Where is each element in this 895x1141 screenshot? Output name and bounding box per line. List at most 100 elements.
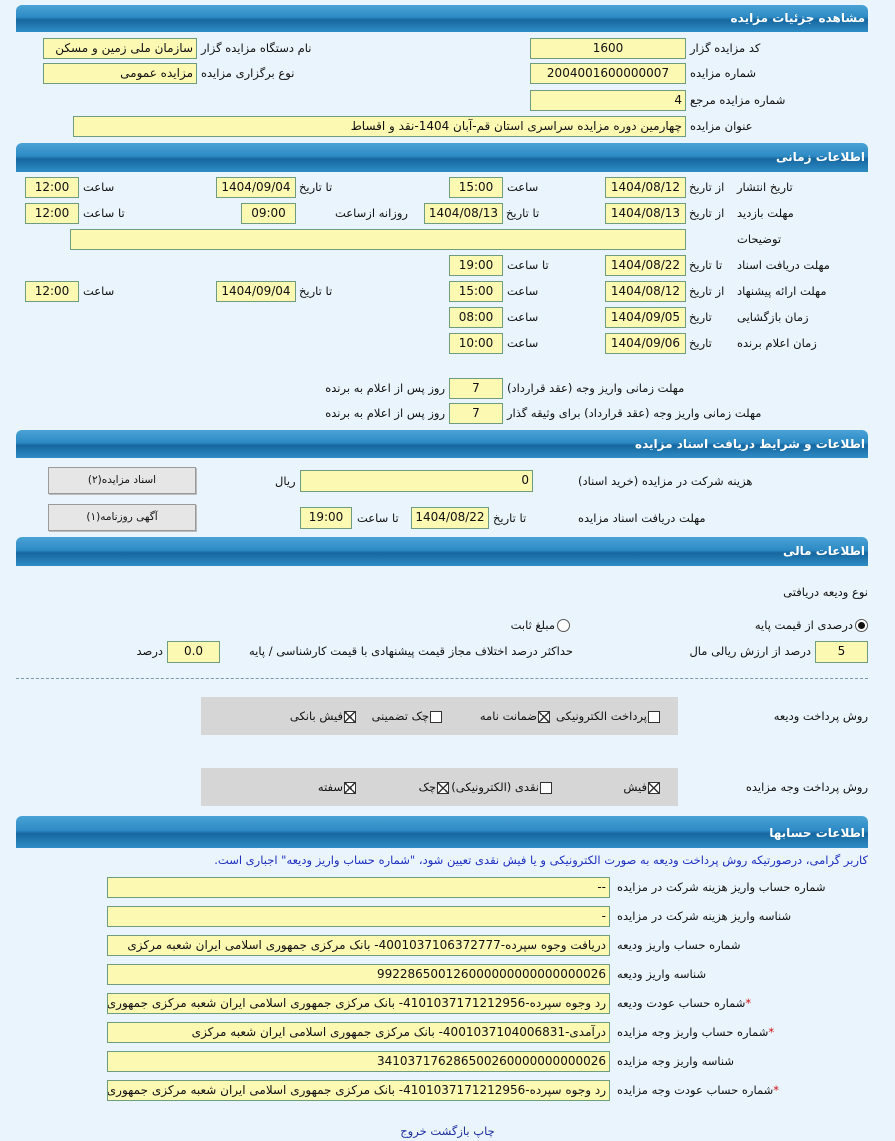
deposit-method-checkbox[interactable] — [430, 711, 442, 723]
account-field: دریافت وجوه سپرده-4001037106372777- بانک… — [107, 935, 610, 956]
account-label-text: شماره حساب عودت ودیعه — [617, 996, 746, 1010]
pay-deadline-label: مهلت زمانی واریز وجه (عقد قرارداد) — [507, 381, 685, 395]
account-label-text: شناسه واریز هزینه شرکت در مزایده — [617, 909, 792, 923]
deposit-method-label: چک تضمینی — [371, 709, 429, 723]
account-label-text: شناسه واریز ودیعه — [617, 967, 707, 981]
offer-label: مهلت ارائه پیشنهاد — [737, 284, 827, 298]
account-label: *شماره حساب عودت ودیعه — [617, 993, 751, 1013]
required-marker: * — [745, 996, 752, 1010]
payment-method-label: فیش — [623, 780, 647, 794]
publish-to-time-field: 12:00 — [25, 177, 79, 198]
account-label: شماره حساب واریز ودیعه — [617, 935, 740, 955]
payment-method-checkbox[interactable] — [344, 782, 356, 794]
deposit-percent-field: 5 — [815, 641, 868, 663]
visit-daily-from-field: 09:00 — [241, 203, 296, 224]
winner-date-field: 1404/09/06 — [605, 333, 686, 354]
deposit-method-checkbox[interactable] — [648, 711, 660, 723]
open-label: زمان بازگشایی — [737, 310, 809, 324]
currency-label: ریال — [275, 474, 296, 488]
from-date-label: از تاریخ — [689, 284, 725, 298]
percent-radio-label: درصدی از قیمت پایه — [754, 618, 853, 632]
publish-label: تاریخ انتشار — [737, 180, 793, 194]
offer-from-field: 1404/08/12 — [605, 281, 686, 302]
docs-deadline-label: مهلت دریافت اسناد — [737, 258, 830, 272]
pay-pledge-label: مهلت زمانی واریز وجه (عقد قرارداد) برای … — [507, 406, 762, 420]
pay-days-field: 7 — [449, 378, 503, 399]
days-suffix: روز پس از اعلام به برنده — [325, 406, 445, 420]
docs-to-field: 1404/08/22 — [605, 255, 686, 276]
payment-method-label: سفته — [317, 780, 343, 794]
deposit-method-checkbox[interactable] — [344, 711, 356, 723]
required-marker: * — [768, 1025, 775, 1039]
newspaper-ad-button[interactable]: آگهی روزنامه(۱) — [48, 504, 196, 531]
account-label: *شماره حساب عودت وجه مزایده — [617, 1080, 779, 1100]
payment-method-checkbox[interactable] — [540, 782, 552, 794]
account-field: 992286500126000000000000000026 — [107, 964, 610, 985]
visit-from-field: 1404/08/13 — [605, 203, 686, 224]
percent-radio[interactable] — [855, 619, 868, 632]
account-field: - — [107, 906, 610, 927]
subject-field: چهارمین دوره مزایده سراسری استان قم-آبان… — [73, 116, 686, 137]
visit-to-time-field: 12:00 — [25, 203, 79, 224]
account-label: شماره حساب واریز هزینه شرکت در مزایده — [617, 877, 825, 897]
account-field: درآمدی-4001037104006831- بانک مرکزی جمهو… — [107, 1022, 610, 1043]
deposit-method-label: پرداخت الکترونیکی — [556, 709, 647, 723]
ref-no-field: 4 — [530, 90, 686, 111]
docs-to-time-field: 19:00 — [449, 255, 503, 276]
max-diff-label: حداکثر درصد اختلاف مجاز قیمت پیشنهادی با… — [248, 644, 573, 658]
deposit-method-label: فیش بانکی — [289, 709, 343, 723]
pay-pledge-days-field: 7 — [449, 403, 503, 424]
account-label: *شماره حساب واریز وجه مزایده — [617, 1022, 774, 1042]
desc-field — [70, 229, 686, 250]
auction-docs-button[interactable]: اسناد مزایده(۲) — [48, 467, 196, 494]
publish-from-field: 1404/08/12 — [605, 177, 686, 198]
from-date-label: از تاریخ — [689, 180, 725, 194]
docs-cost-label: هزینه شرکت در مزایده (خرید اسناد) — [578, 474, 753, 488]
to-date-label: تا تاریخ — [689, 258, 723, 272]
open-time-field: 08:00 — [449, 307, 503, 328]
deposit-method-checkbox[interactable] — [538, 711, 550, 723]
account-field: 341037176286500260000000000026 — [107, 1051, 610, 1072]
print-link[interactable]: چاپ — [473, 1124, 495, 1138]
section-header-timing: اطلاعات زمانی — [16, 143, 868, 172]
time-label: ساعت — [507, 180, 539, 194]
exit-link[interactable]: خروج — [400, 1124, 427, 1138]
payment-method-label: روش پرداخت وجه مزایده — [745, 780, 868, 794]
auction-type-field: مزایده عمومی — [43, 63, 197, 84]
account-field: رد وجوه سپرده-4101037171212956- بانک مرک… — [107, 993, 610, 1014]
deposit-percent-label: درصد از ارزش ریالی مال — [689, 644, 811, 658]
required-marker: * — [773, 1083, 779, 1097]
percent-unit-label: درصد — [136, 644, 163, 658]
open-date-field: 1404/09/05 — [605, 307, 686, 328]
to-date-label: تا تاریخ — [506, 206, 540, 220]
payment-method-checkbox[interactable] — [437, 782, 449, 794]
days-suffix: روز پس از اعلام به برنده — [325, 381, 445, 395]
fixed-amount-radio[interactable] — [557, 619, 570, 632]
to-time-label: تا ساعت — [357, 511, 399, 525]
payment-method-checkbox[interactable] — [648, 782, 660, 794]
time-label: ساعت — [83, 180, 115, 194]
time-label: ساعت — [83, 284, 115, 298]
to-date-label: تا تاریخ — [493, 511, 527, 525]
org-code-label: کد مزایده گزار — [690, 41, 761, 55]
time-label: ساعت — [507, 336, 539, 350]
section-header-accounts: اطلاعات حسابها — [16, 816, 868, 848]
account-label: شناسه واریز ودیعه — [617, 964, 706, 984]
account-field: -- — [107, 877, 610, 898]
offer-from-time-field: 15:00 — [449, 281, 503, 302]
docs-deadline-date-field: 1404/08/22 — [411, 507, 489, 529]
visit-to-field: 1404/08/13 — [424, 203, 503, 224]
deposit-method-label: ضمانت نامه — [479, 709, 537, 723]
org-name-label: نام دستگاه مزایده گزار — [201, 41, 312, 55]
deposit-method-label: روش پرداخت ودیعه — [773, 709, 868, 723]
time-label: ساعت — [507, 284, 539, 298]
to-date-label: تا تاریخ — [299, 284, 333, 298]
payment-method-label: نقدی (الکترونیکی) — [451, 780, 539, 794]
back-link[interactable]: بازگشت — [430, 1124, 470, 1138]
subject-label: عنوان مزایده — [690, 119, 753, 133]
account-label-text: شماره حساب واریز وجه مزایده — [617, 1025, 769, 1039]
section-header-finance: اطلاعات مالی — [16, 537, 868, 566]
to-date-label: تا تاریخ — [299, 180, 333, 194]
account-label: شناسه واریز هزینه شرکت در مزایده — [617, 906, 791, 926]
daily-from-label: روزانه ازساعت — [335, 206, 408, 220]
